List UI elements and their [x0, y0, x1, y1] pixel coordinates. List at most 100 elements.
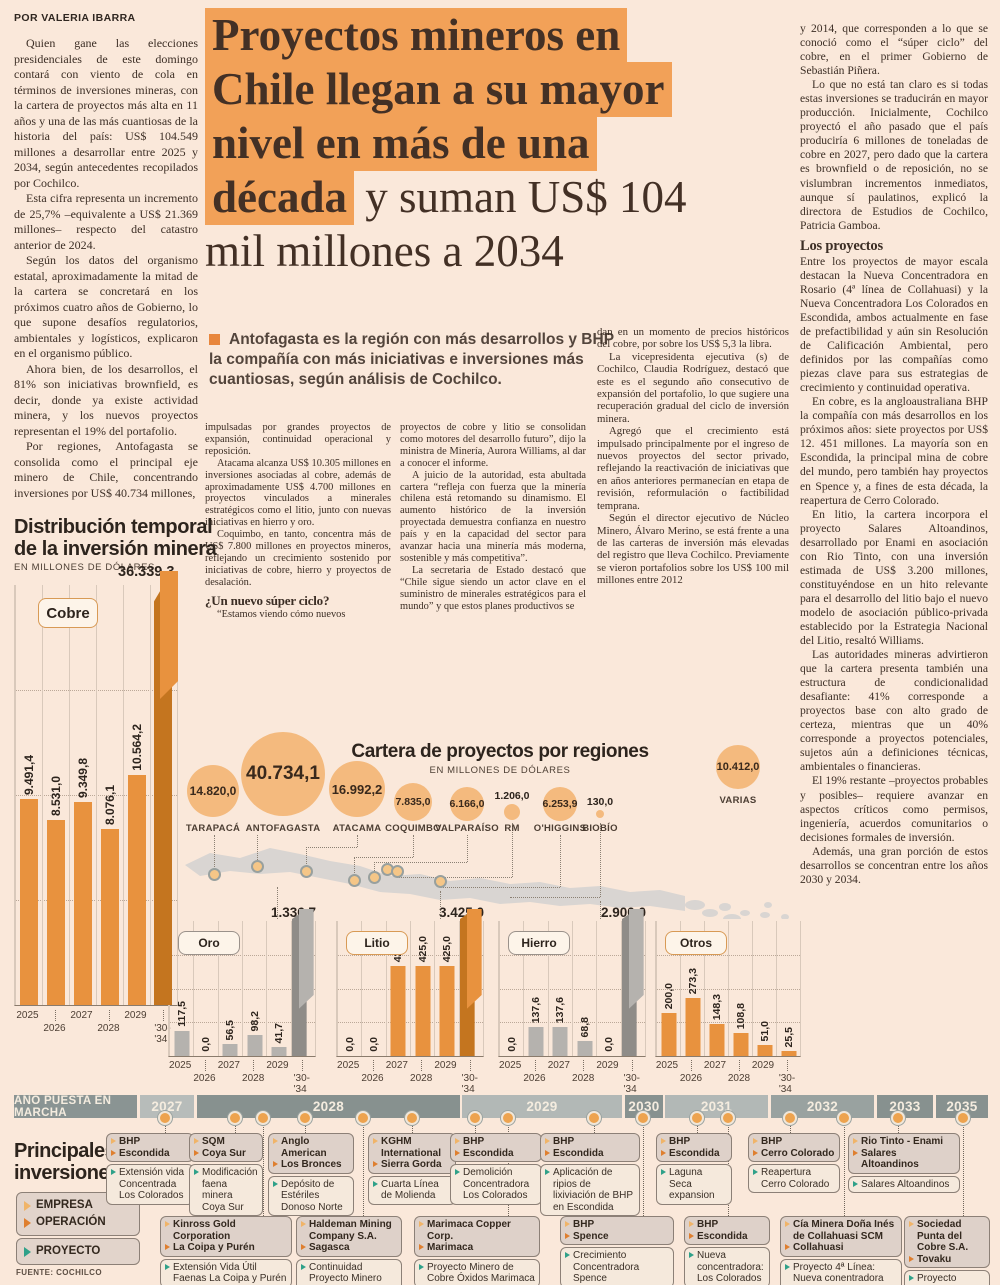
region-bubble-o'higgins: 6.253,9	[542, 787, 578, 821]
proyecto-arrow-icon	[373, 1180, 378, 1187]
article-paragraph: Quien gane las elecciones presidenciales…	[14, 36, 198, 190]
operation-row: Escondida	[111, 1148, 189, 1160]
timeline-marker-dot	[405, 1111, 419, 1125]
timeline-marker-dot	[356, 1111, 370, 1125]
axis-label: 2025	[337, 1060, 360, 1071]
timeline-card: Rio Tinto - Enami Salares Altoandinos Sala…	[848, 1133, 960, 1193]
bar-slot: 9.491,4	[15, 585, 42, 1005]
company-row: BHP	[753, 1136, 835, 1148]
timeline-card: Kinross Gold Corporation La Coipa y Purén…	[160, 1216, 292, 1285]
company-row: Cía Minera Doña Inés de Collahuasi SCM	[785, 1219, 897, 1242]
project-row: Laguna Seca expansion	[661, 1167, 727, 1202]
timeline-card-body: Cuarta Línea de Molienda	[368, 1175, 456, 1205]
axis-label: 2029	[124, 1010, 147, 1021]
timeline-drop-line	[263, 1122, 264, 1216]
axis-label: 2028	[572, 1073, 595, 1084]
axis-label: 2027	[385, 1060, 408, 1071]
proyecto-arrow-icon	[565, 1252, 570, 1258]
operacion-arrow-icon	[785, 1244, 790, 1250]
operation-name: Spence	[573, 1230, 609, 1242]
operation-row: La Coipa y Purén	[165, 1242, 287, 1254]
timeline-card-body: Extensión Vida Útil Faenas La Coipa y Pu…	[160, 1258, 292, 1285]
map-point-ring	[251, 860, 264, 873]
timeline-card-header: Rio Tinto - Enami Salares Altoandinos	[848, 1133, 960, 1174]
timeline-year-segment: 2035	[936, 1095, 988, 1118]
headline-highlight: nivel en más de una	[205, 116, 597, 171]
region-label: COQUIMBO	[385, 823, 441, 834]
company-name: BHP	[553, 1136, 575, 1147]
axis-label: '30-'34	[778, 1073, 796, 1095]
project-row: Demolición Concentradora Los Colorados	[455, 1167, 537, 1202]
broken-bar-front	[298, 909, 314, 1009]
timeline-card: BHP Cerro Colorado Reapertura Cerro Colora…	[748, 1133, 840, 1193]
timeline-card: BHP Escondida Extensión vida Concentrada L…	[106, 1133, 194, 1205]
bar-slot	[290, 909, 315, 1056]
bar	[661, 1013, 676, 1056]
bar	[757, 1045, 772, 1056]
empresa-arrow-icon	[785, 1221, 790, 1227]
operation-row: Cerro Colorado	[753, 1148, 835, 1160]
timeline-card-header: BHP Cerro Colorado	[748, 1133, 840, 1162]
timeline-drop-line	[898, 1122, 899, 1133]
bar-value-label: 41,7	[272, 1022, 285, 1043]
company-row: BHP	[545, 1136, 635, 1148]
company-row: Sociedad Punta del Cobre S.A.	[909, 1219, 985, 1254]
axis-label: 2026	[679, 1073, 703, 1084]
company-row: SQM	[194, 1136, 258, 1148]
axis-label: 2028	[97, 1023, 120, 1034]
map-point-ring	[434, 875, 447, 888]
timeline-card: Marimaca Copper Corp. Marimaca Proyecto Mi…	[414, 1216, 540, 1285]
bar-value-label: 273,3	[686, 967, 699, 994]
timeline-card-body: Reapertura Cerro Colorado	[748, 1164, 840, 1193]
timeline-card: BHP Escondida Nueva concentradora: Los Col…	[684, 1216, 770, 1285]
project-name: Depósito de Estériles Donoso Norte	[281, 1178, 343, 1213]
axis-label: 2027	[217, 1060, 240, 1071]
operation-name: Tovaku	[917, 1253, 952, 1265]
empresa-arrow-icon	[165, 1221, 170, 1227]
proyecto-arrow-icon	[165, 1263, 170, 1270]
operation-name: Sagasca	[309, 1242, 350, 1253]
proyecto-arrow-icon	[853, 1180, 858, 1187]
empresa-arrow-icon	[545, 1138, 550, 1144]
bar-slot: 273,3	[680, 921, 704, 1056]
operacion-arrow-icon	[194, 1149, 199, 1156]
axis-label: 2029	[434, 1060, 457, 1071]
proyecto-arrow-icon	[455, 1169, 460, 1175]
bar-slot: 0,0	[596, 921, 620, 1056]
axis-label: 2025	[499, 1060, 522, 1071]
article-paragraph: Las autoridades mineras advirtieron que …	[800, 648, 988, 774]
bar	[271, 1047, 287, 1056]
bar-slot	[620, 909, 645, 1056]
company-row: BHP	[661, 1136, 727, 1148]
map-point-ring	[208, 868, 221, 881]
bar-value-label: 8.531,0	[49, 775, 63, 816]
project-name: Crecimiento Concentradora Spence	[573, 1250, 640, 1284]
axis-tick	[691, 1060, 692, 1071]
region-bubble-coquimbo: 7.835,0	[394, 783, 432, 821]
bar	[685, 998, 700, 1056]
bar-value-label: 0,0	[602, 1037, 615, 1052]
headline-line: mil millones a 2034	[205, 224, 805, 278]
operacion-arrow-icon	[455, 1149, 460, 1156]
timeline-drop-line	[475, 1122, 476, 1133]
proyecto-arrow-icon	[419, 1263, 424, 1270]
project-name: Modificación faena minera Coya Sur	[202, 1167, 258, 1213]
minichart-plot: 200,0 273,3 148,3 108,8 51,0 25,5	[655, 921, 801, 1057]
bar-slot: 8.076,1	[96, 585, 123, 1005]
operation-name: Escondida	[553, 1147, 604, 1159]
axis-label: 2026	[361, 1073, 384, 1084]
bar-slot: 9.349,8	[69, 585, 96, 1005]
article-paragraph: Entre los proyectos de mayor escala dest…	[800, 254, 988, 395]
timeline-card-body: Aplicación de ripios de lixiviación de B…	[540, 1164, 640, 1216]
company-name: BHP	[669, 1136, 691, 1147]
project-name: Aplicación de ripios de lixiviación de B…	[553, 1167, 633, 1213]
timeline-year-segment: 2033	[877, 1095, 933, 1118]
operation-name: Cerro Colorado	[761, 1147, 835, 1159]
bar-value-label: 56,5	[224, 1019, 237, 1040]
project-row: Depósito de Estériles Donoso Norte	[273, 1179, 349, 1214]
bar-value-label: 137,6	[529, 996, 542, 1023]
proyecto-arrow-icon	[689, 1252, 694, 1258]
minichart-legend-pill: Hierro	[508, 931, 570, 955]
chart-oro: 1.336,7 117,5 0,0 56,5 98,2 41,7 Oro 2025 2026 20…	[168, 905, 318, 1095]
bar-slot: 41,7	[266, 921, 290, 1056]
